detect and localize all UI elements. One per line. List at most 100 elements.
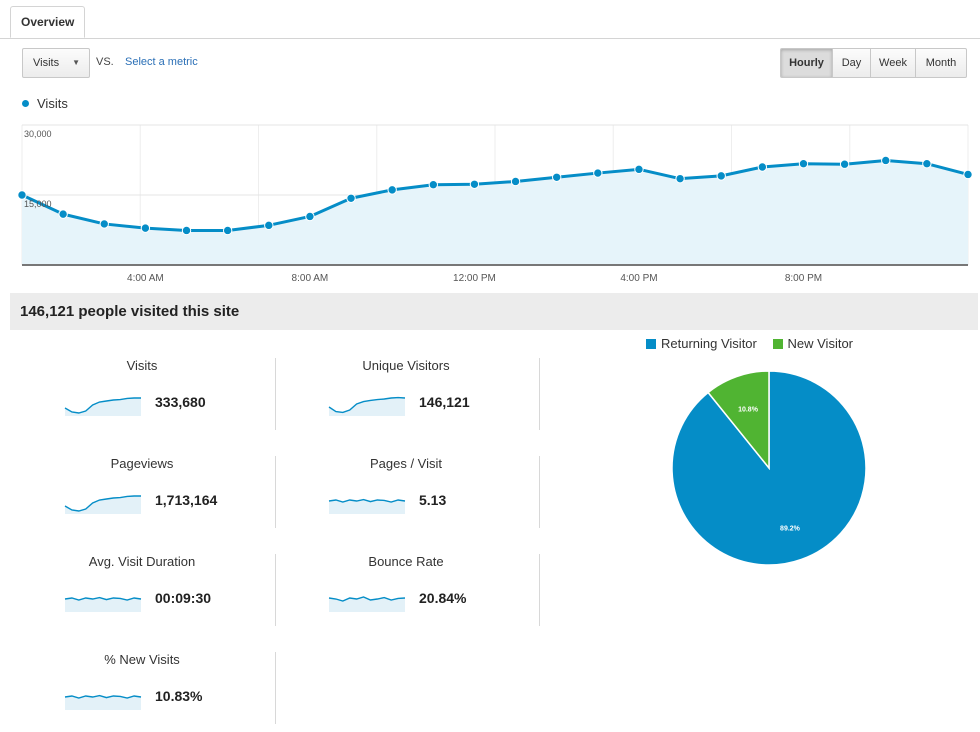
metric-value: 1,713,164	[155, 492, 218, 508]
metric-select[interactable]: Visits ▼	[22, 48, 90, 78]
metric-new-visits: % New Visits 10.83%	[12, 652, 272, 732]
data-point[interactable]	[181, 225, 192, 236]
sparkline	[328, 596, 406, 612]
metric-unique-visitors: Unique Visitors 146,121	[276, 358, 536, 438]
metric-select-value: Visits	[33, 57, 60, 69]
series-line-visits	[21, 158, 969, 232]
sparkline	[64, 397, 141, 416]
data-point[interactable]	[675, 173, 685, 184]
metric-value: 00:09:30	[155, 590, 212, 606]
data-point[interactable]	[716, 171, 726, 181]
pie-slice-label: 10.8%	[738, 407, 759, 414]
data-point[interactable]	[428, 180, 439, 190]
week-button[interactable]: Week	[870, 48, 916, 78]
x-tick-label: 12:00 PM	[453, 273, 496, 284]
metric-label: % New Visits	[104, 652, 180, 667]
legend-item-new: New Visitor	[772, 336, 854, 351]
legend-item-returning: Returning Visitor	[646, 336, 757, 351]
legend-label: New Visitor	[787, 336, 854, 351]
data-point[interactable]	[634, 164, 644, 175]
y-tick-label: 15,000	[24, 199, 52, 209]
legend-swatch	[646, 338, 656, 349]
data-point[interactable]	[881, 155, 891, 166]
sparkline-area	[65, 597, 141, 612]
data-point[interactable]	[510, 176, 521, 187]
metric-label: Pages / Visit	[369, 456, 443, 471]
time-range-group: Hourly Day Week Month	[780, 48, 967, 78]
x-tick-label: 8:00 PM	[785, 273, 822, 284]
column-divider	[275, 554, 276, 626]
data-point[interactable]	[469, 179, 480, 189]
chevron-down-icon: ▼	[72, 58, 80, 67]
select-metric-link[interactable]: Select a metric	[125, 56, 198, 68]
column-divider	[539, 358, 540, 430]
series-area	[22, 160, 968, 265]
column-divider	[275, 456, 276, 528]
sparkline-line	[64, 495, 141, 512]
vs-label: VS.	[96, 56, 114, 68]
legend-label: Returning Visitor	[661, 336, 757, 351]
sparkline	[328, 498, 406, 514]
data-point[interactable]	[922, 159, 932, 169]
data-point[interactable]	[963, 169, 973, 180]
y-tick-label: 30,000	[24, 129, 52, 139]
metric-label: Avg. Visit Duration	[88, 554, 196, 569]
data-point[interactable]	[387, 185, 397, 195]
data-point[interactable]	[99, 219, 109, 229]
data-point[interactable]	[551, 172, 562, 182]
metric-value: 146,121	[419, 394, 470, 410]
hourly-button[interactable]: Hourly	[780, 48, 833, 78]
sparkline-area	[329, 597, 405, 612]
data-point[interactable]	[593, 168, 603, 178]
sparkline-line	[328, 498, 406, 503]
data-point[interactable]	[757, 162, 768, 172]
x-tick-label: 4:00 AM	[127, 273, 164, 284]
data-point[interactable]	[17, 190, 27, 200]
sparkline	[64, 495, 141, 514]
x-tick-label: 4:00 PM	[620, 273, 657, 284]
metric-visits: Visits 333,680	[12, 358, 272, 438]
sparkline-line	[64, 397, 141, 414]
data-point[interactable]	[346, 193, 356, 203]
month-button[interactable]: Month	[915, 48, 967, 78]
tab-overview[interactable]: Overview	[10, 6, 86, 38]
metric-label: Bounce Rate	[368, 554, 444, 569]
pie-slice-new[interactable]	[707, 370, 770, 471]
metric-label: Visits	[126, 358, 158, 373]
tab-bar: Overview	[0, 0, 980, 39]
day-button[interactable]: Day	[832, 48, 871, 78]
data-point[interactable]	[305, 211, 315, 222]
x-tick-label: 8:00 AM	[292, 273, 329, 284]
summary-headline: 146,121 people visited this site	[20, 303, 240, 320]
visitor-type-pie-chart: 89.2% 10.8%	[671, 370, 867, 566]
legend-dot-icon	[22, 100, 29, 108]
metric-value: 5.13	[419, 492, 447, 508]
pie-slice-label: 89.2%	[780, 525, 801, 532]
metric-pageviews: Pageviews 1,713,164	[12, 456, 272, 536]
data-point[interactable]	[140, 223, 151, 233]
legend-label-visits: Visits	[37, 96, 68, 111]
data-point[interactable]	[264, 220, 274, 231]
data-point[interactable]	[58, 209, 68, 219]
column-divider	[275, 358, 276, 430]
sparkline-area	[329, 397, 405, 416]
metric-value: 10.83%	[155, 688, 203, 704]
sparkline	[64, 694, 142, 710]
pie-legend: Returning Visitor New Visitor	[646, 336, 865, 351]
metric-bounce-rate: Bounce Rate 20.84%	[276, 554, 536, 634]
column-divider	[275, 652, 276, 724]
metric-label: Pageviews	[110, 456, 174, 471]
metric-pages-per-visit: Pages / Visit 5.13	[276, 456, 536, 536]
metric-value: 333,680	[155, 394, 206, 410]
data-point[interactable]	[798, 159, 809, 169]
sparkline	[328, 396, 406, 416]
summary-band: 146,121 people visited this site	[10, 293, 978, 330]
sparkline-line	[64, 596, 142, 601]
sparkline-area	[329, 499, 405, 514]
sparkline-line	[328, 396, 406, 414]
sparkline-line	[64, 694, 142, 699]
data-point[interactable]	[839, 159, 850, 169]
column-divider	[539, 554, 540, 626]
data-point[interactable]	[222, 225, 233, 236]
metric-label: Unique Visitors	[362, 358, 450, 373]
